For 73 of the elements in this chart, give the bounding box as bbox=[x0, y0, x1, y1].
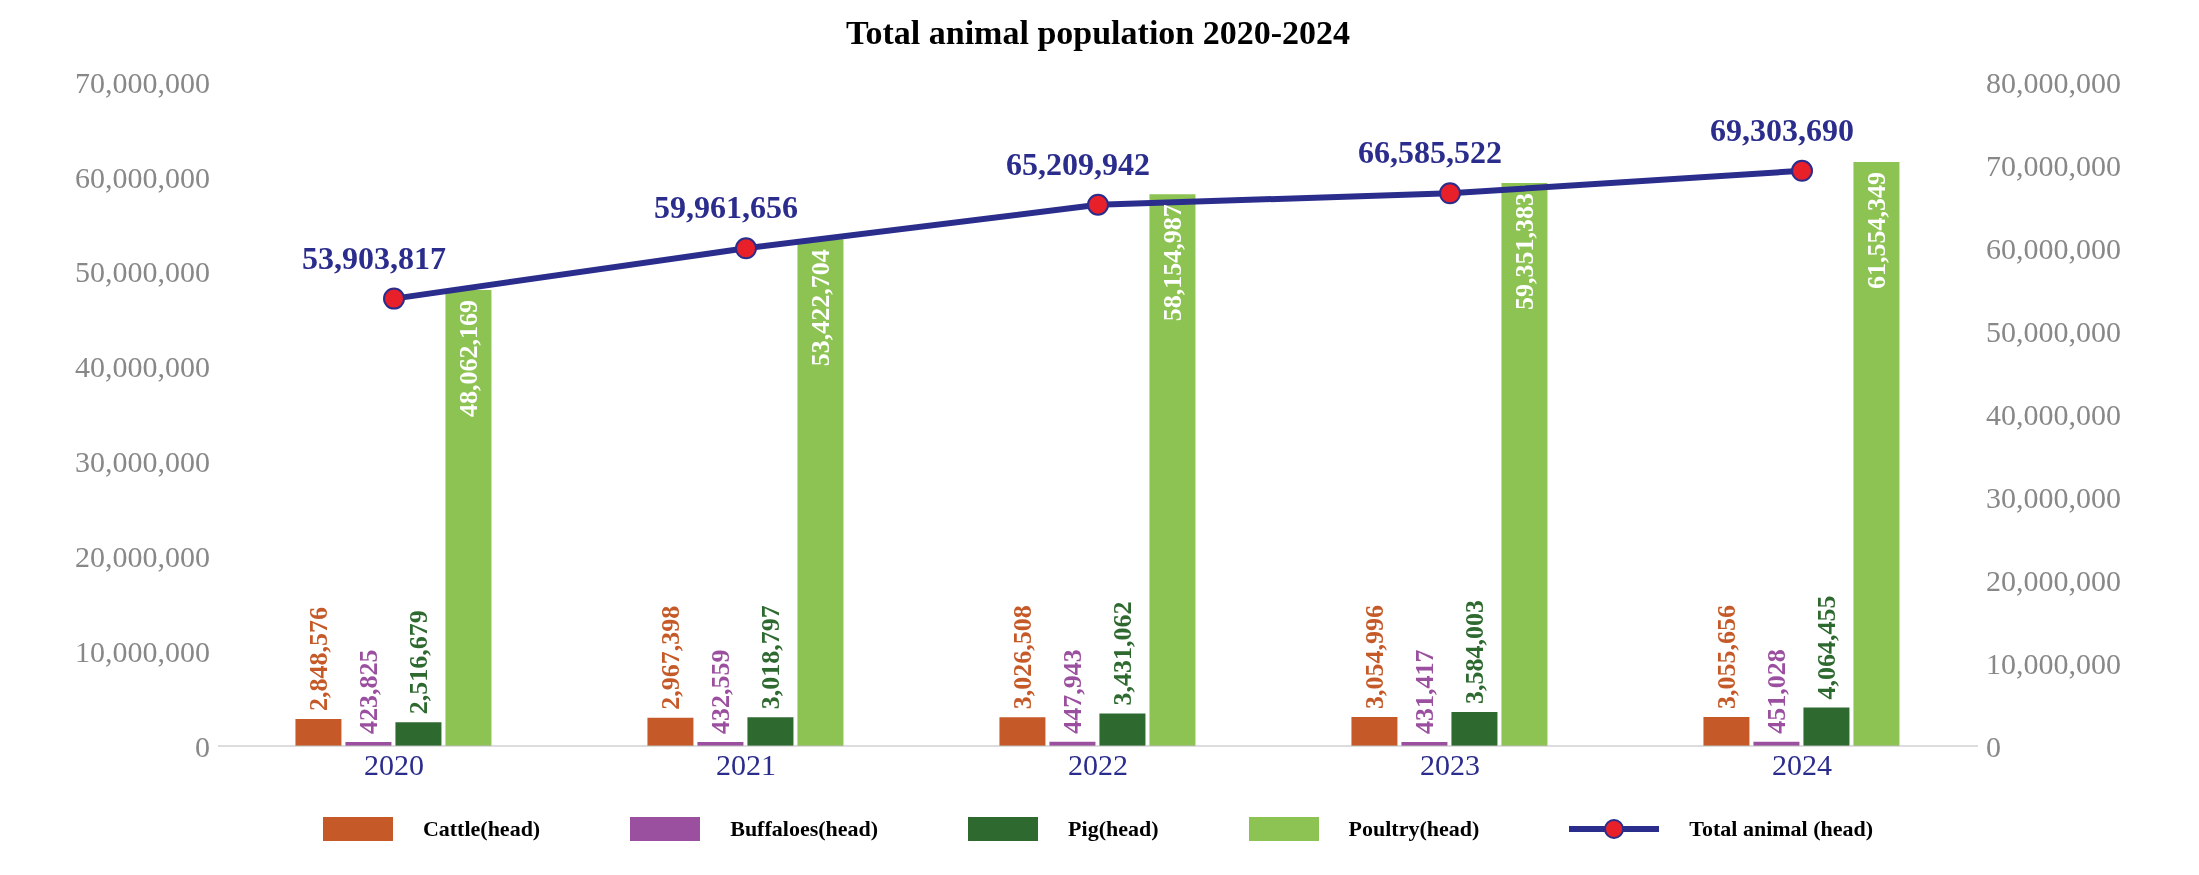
data-label: 2,848,576 bbox=[303, 606, 333, 711]
data-label: 447,943 bbox=[1057, 649, 1087, 734]
bar bbox=[1351, 717, 1398, 746]
data-label: 53,903,817 bbox=[302, 239, 446, 276]
x-tick-label: 2024 bbox=[1772, 748, 1832, 782]
data-label: 423,825 bbox=[353, 649, 383, 734]
data-label: 53,422,704 bbox=[805, 249, 835, 367]
data-label: 3,054,996 bbox=[1359, 605, 1389, 710]
bar bbox=[295, 718, 342, 746]
bar bbox=[797, 239, 844, 746]
bar bbox=[1149, 194, 1196, 746]
data-label: 3,018,797 bbox=[755, 605, 785, 710]
bar bbox=[747, 717, 794, 746]
legend-label: Pig(head) bbox=[1068, 816, 1159, 842]
legend-label: Cattle(head) bbox=[422, 816, 541, 842]
bar bbox=[1803, 707, 1850, 746]
data-label: 58,154,987 bbox=[1157, 204, 1187, 322]
bar bbox=[445, 290, 492, 746]
point bbox=[1791, 159, 1813, 182]
y2-tick-label: 70,000,000 bbox=[1986, 148, 2121, 182]
point bbox=[1439, 182, 1461, 205]
data-label: 69,303,690 bbox=[1710, 111, 1854, 148]
data-label: 3,584,003 bbox=[1459, 600, 1489, 704]
point bbox=[1087, 193, 1109, 216]
data-label: 2,516,679 bbox=[403, 610, 433, 715]
y2-tick-label: 20,000,000 bbox=[1986, 563, 2121, 597]
data-label: 451,028 bbox=[1761, 649, 1791, 734]
bar bbox=[1501, 183, 1548, 746]
bar bbox=[647, 717, 694, 746]
data-label: 2,967,398 bbox=[655, 605, 685, 710]
chart-title: Total animal population 2020-2024 bbox=[844, 13, 1352, 52]
data-label: 431,417 bbox=[1409, 649, 1439, 734]
y-tick-label: 20,000,000 bbox=[75, 539, 210, 573]
bar bbox=[1853, 162, 1900, 746]
x-tick-label: 2020 bbox=[364, 748, 424, 782]
data-label: 59,351,383 bbox=[1509, 193, 1539, 311]
bar bbox=[395, 722, 442, 746]
data-label: 432,559 bbox=[705, 649, 735, 734]
y2-tick-label: 40,000,000 bbox=[1986, 397, 2121, 431]
legend-label: Poultry(head) bbox=[1348, 816, 1480, 842]
point bbox=[735, 237, 757, 260]
x-tick-label: 2021 bbox=[716, 748, 776, 782]
data-label: 3,431,062 bbox=[1107, 601, 1137, 706]
y2-tick-label: 80,000,000 bbox=[1986, 65, 2121, 99]
y2-tick-label: 10,000,000 bbox=[1986, 646, 2121, 680]
bar bbox=[1099, 713, 1146, 746]
data-label: 3,026,508 bbox=[1007, 605, 1037, 710]
bar bbox=[999, 717, 1046, 746]
y2-tick-label: 30,000,000 bbox=[1986, 480, 2121, 514]
y-tick-label: 60,000,000 bbox=[75, 160, 210, 194]
data-label: 4,064,455 bbox=[1811, 595, 1841, 700]
bar bbox=[1703, 717, 1750, 746]
legend-label: Buffaloes(head) bbox=[730, 816, 879, 842]
y2-tick-label: 60,000,000 bbox=[1986, 231, 2121, 265]
y-tick-label: 70,000,000 bbox=[75, 65, 210, 99]
data-label: 65,209,942 bbox=[1006, 145, 1150, 182]
bar bbox=[1451, 712, 1498, 746]
x-tick-label: 2023 bbox=[1420, 748, 1480, 782]
data-label: 61,554,349 bbox=[1861, 172, 1891, 290]
legend-label: Total animal (head) bbox=[1689, 816, 1874, 842]
data-label: 59,961,656 bbox=[654, 189, 798, 226]
data-label: 66,585,522 bbox=[1358, 134, 1502, 171]
y-tick-label: 30,000,000 bbox=[75, 445, 210, 479]
y-tick-label: 0 bbox=[195, 729, 210, 763]
x-tick-label: 2022 bbox=[1068, 748, 1128, 782]
y-tick-label: 50,000,000 bbox=[75, 255, 210, 289]
data-label: 3,055,656 bbox=[1711, 605, 1741, 710]
data-label: 48,062,169 bbox=[453, 300, 483, 418]
point bbox=[383, 287, 405, 310]
y2-tick-label: 0 bbox=[1986, 729, 2001, 763]
y-tick-label: 10,000,000 bbox=[75, 634, 210, 668]
y-tick-label: 40,000,000 bbox=[75, 350, 210, 384]
y2-tick-label: 50,000,000 bbox=[1986, 314, 2121, 348]
